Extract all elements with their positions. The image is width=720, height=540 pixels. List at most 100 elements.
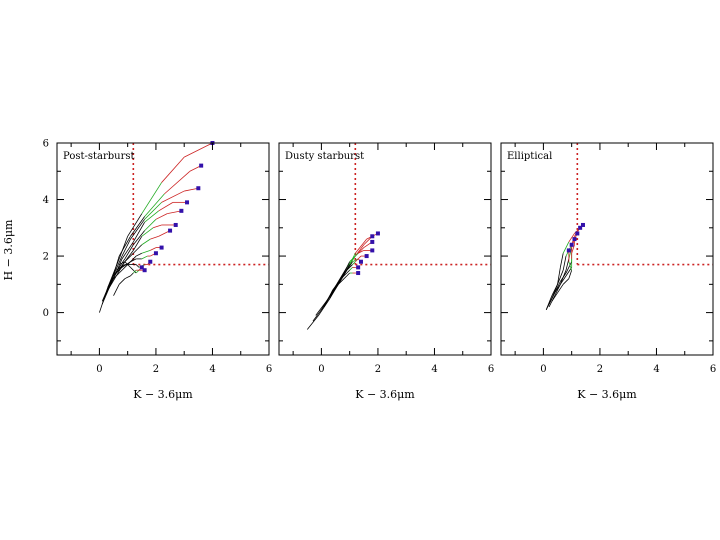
track-segment xyxy=(548,295,556,308)
track-segment xyxy=(135,269,140,274)
x-tick-label-6: 6 xyxy=(488,364,494,375)
track-segment xyxy=(357,250,364,254)
track-segment xyxy=(557,267,561,285)
track-segment xyxy=(150,235,159,240)
track-segment xyxy=(113,284,120,296)
track-segment xyxy=(548,292,556,305)
track-segment xyxy=(568,261,573,271)
x-tick-label-4: 4 xyxy=(653,364,659,375)
track-segment xyxy=(551,292,558,302)
track-endpoint xyxy=(358,259,363,264)
track-endpoint xyxy=(179,208,184,213)
track-segment xyxy=(104,275,114,296)
track-segment xyxy=(107,258,120,288)
track-segment xyxy=(118,236,129,260)
track-segment xyxy=(560,275,567,285)
track-segment xyxy=(141,182,162,214)
track-segment xyxy=(326,289,334,302)
track-segment xyxy=(130,258,137,263)
x-tick-label-0: 0 xyxy=(540,364,546,375)
track-segment xyxy=(343,275,348,279)
track-segment xyxy=(141,227,154,237)
track-segment xyxy=(141,250,151,254)
track-segment xyxy=(141,238,151,246)
track-segment xyxy=(557,284,564,294)
track-endpoint xyxy=(173,222,178,227)
track-segment xyxy=(357,255,362,260)
panel-title: Dusty starburst xyxy=(285,151,364,162)
track-segment xyxy=(144,202,162,220)
panel-marks xyxy=(306,143,491,330)
track-endpoint xyxy=(196,186,201,191)
track-segment xyxy=(184,142,213,158)
track-segment xyxy=(560,272,567,282)
track-endpoint xyxy=(572,237,577,242)
x-axis-label: K − 3.6μm xyxy=(133,388,193,401)
track-endpoint xyxy=(142,268,147,273)
x-tick-label-4: 4 xyxy=(431,364,437,375)
track-segment xyxy=(127,213,143,237)
y-tick-label-0: 0 xyxy=(43,308,49,319)
track-segment xyxy=(312,309,322,322)
track-segment xyxy=(118,236,131,257)
track-segment xyxy=(571,244,575,254)
track-segment xyxy=(152,224,162,229)
track-segment xyxy=(144,210,160,223)
track-segment xyxy=(121,238,131,257)
track-segment xyxy=(562,241,570,254)
panel-post-starburst: Post-starburst 0 2 4 6 0 2 4 6 K − 3.6μm xyxy=(43,139,273,402)
panel-dusty-starburst: Dusty starburst 0 2 4 6 K − 3.6μm xyxy=(278,142,494,401)
track-segment xyxy=(132,221,145,243)
track-segment xyxy=(107,275,117,291)
track-segment xyxy=(568,247,573,259)
y-tick-label-6: 6 xyxy=(43,139,49,150)
track-segment xyxy=(113,267,123,277)
panel-marks xyxy=(545,143,713,310)
x-tick-label-6: 6 xyxy=(710,364,716,375)
track-segment xyxy=(565,261,573,274)
tick-marks xyxy=(279,142,492,355)
track-segment xyxy=(158,202,174,212)
track-segment xyxy=(164,170,191,195)
track-segment xyxy=(184,187,199,192)
track-segment xyxy=(346,269,350,274)
track-segment xyxy=(155,213,168,220)
track-endpoint xyxy=(580,222,585,227)
track-segment xyxy=(332,284,339,294)
track-segment xyxy=(562,255,567,271)
track-endpoint xyxy=(148,259,153,264)
track-segment xyxy=(559,253,564,268)
track-segment xyxy=(568,270,573,279)
track-segment xyxy=(554,284,561,294)
x-tick-label-2: 2 xyxy=(153,364,159,375)
track-segment xyxy=(340,272,348,279)
track-segment xyxy=(568,233,575,243)
x-tick-label-2: 2 xyxy=(597,364,603,375)
track-segment xyxy=(315,303,325,316)
track-segment xyxy=(167,210,182,215)
track-endpoint xyxy=(168,228,173,233)
track-segment xyxy=(335,278,342,288)
track-endpoint xyxy=(159,245,164,250)
track-segment xyxy=(144,219,157,231)
track-segment xyxy=(557,270,564,285)
track-segment xyxy=(130,219,145,240)
track-segment xyxy=(124,244,134,260)
track-segment xyxy=(349,252,359,263)
track-segment xyxy=(352,261,356,265)
track-endpoint xyxy=(575,231,580,236)
track-segment xyxy=(124,261,131,268)
x-tick-label-4: 4 xyxy=(209,364,215,375)
track-segment xyxy=(144,193,165,217)
track-segment xyxy=(133,230,145,246)
track-segment xyxy=(124,252,134,263)
track-segment xyxy=(133,244,143,254)
track-segment xyxy=(343,261,351,274)
track-endpoint xyxy=(375,231,380,236)
track-segment xyxy=(551,284,558,296)
track-segment xyxy=(565,267,572,277)
track-segment xyxy=(118,264,128,274)
track-segment xyxy=(118,278,126,285)
panel-marks xyxy=(99,141,269,313)
track-segment xyxy=(124,275,131,280)
